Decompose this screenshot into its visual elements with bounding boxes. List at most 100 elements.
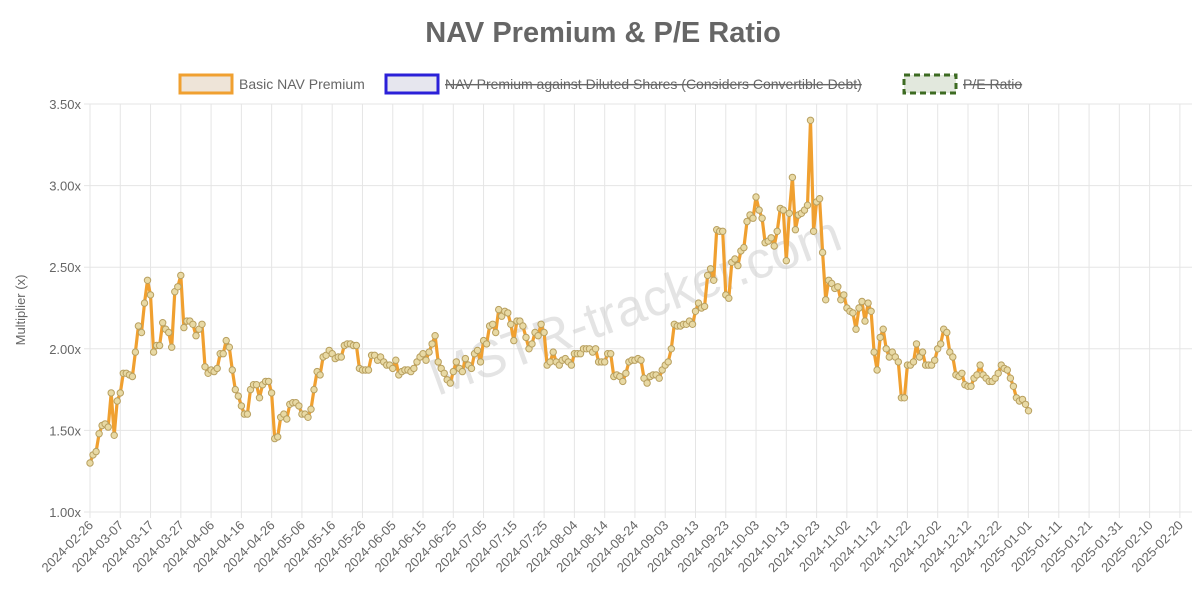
- data-point[interactable]: [352, 341, 361, 350]
- data-point[interactable]: [489, 320, 497, 328]
- data-point[interactable]: [803, 201, 812, 209]
- data-point[interactable]: [734, 261, 742, 270]
- data-point[interactable]: [192, 332, 200, 340]
- data-point[interactable]: [773, 227, 781, 236]
- data-point[interactable]: [749, 214, 757, 222]
- data-point[interactable]: [168, 343, 176, 351]
- data-point[interactable]: [458, 367, 467, 376]
- data-point[interactable]: [706, 265, 715, 273]
- data-point[interactable]: [134, 322, 143, 330]
- data-point[interactable]: [392, 356, 400, 364]
- data-point[interactable]: [159, 319, 167, 327]
- data-point[interactable]: [882, 345, 890, 353]
- data-point[interactable]: [104, 423, 112, 431]
- data-point[interactable]: [310, 385, 318, 394]
- data-point[interactable]: [307, 405, 315, 413]
- data-point[interactable]: [110, 431, 118, 439]
- data-point[interactable]: [643, 379, 651, 387]
- data-point[interactable]: [131, 348, 140, 356]
- data-point[interactable]: [201, 363, 209, 371]
- data-point[interactable]: [703, 271, 712, 280]
- data-point[interactable]: [879, 325, 887, 333]
- data-point[interactable]: [410, 364, 418, 373]
- data-point[interactable]: [177, 271, 185, 280]
- data-point[interactable]: [743, 217, 751, 226]
- data-point[interactable]: [237, 402, 246, 410]
- data-point[interactable]: [174, 283, 182, 291]
- data-point[interactable]: [534, 332, 542, 340]
- data-point[interactable]: [86, 459, 94, 467]
- data-point[interactable]: [691, 307, 700, 315]
- data-point[interactable]: [758, 214, 766, 222]
- legend-item-basic-nav-premium[interactable]: Basic NAV Premium: [178, 73, 365, 95]
- data-point[interactable]: [791, 226, 800, 234]
- data-point[interactable]: [806, 116, 815, 125]
- data-point[interactable]: [740, 243, 748, 252]
- data-point[interactable]: [788, 173, 797, 182]
- data-point[interactable]: [867, 307, 875, 315]
- data-point[interactable]: [165, 328, 173, 337]
- data-point[interactable]: [482, 340, 491, 348]
- data-point[interactable]: [861, 317, 869, 325]
- data-point[interactable]: [519, 322, 527, 330]
- data-point[interactable]: [876, 333, 884, 342]
- data-point[interactable]: [976, 361, 984, 369]
- data-point[interactable]: [973, 371, 981, 379]
- data-point[interactable]: [316, 371, 324, 379]
- data-point[interactable]: [549, 348, 557, 356]
- data-point[interactable]: [225, 343, 234, 351]
- data-point[interactable]: [304, 413, 312, 421]
- data-point[interactable]: [1024, 407, 1033, 415]
- data-point[interactable]: [507, 320, 515, 328]
- data-point[interactable]: [510, 336, 518, 345]
- data-point[interactable]: [655, 374, 663, 382]
- data-point[interactable]: [155, 341, 164, 350]
- data-point[interactable]: [189, 320, 197, 328]
- data-point[interactable]: [116, 389, 125, 397]
- data-point[interactable]: [228, 366, 237, 374]
- data-point[interactable]: [710, 276, 718, 284]
- data-point[interactable]: [364, 366, 373, 374]
- data-point[interactable]: [461, 354, 470, 363]
- data-point[interactable]: [667, 345, 675, 353]
- data-point[interactable]: [1009, 382, 1018, 390]
- data-point[interactable]: [522, 333, 530, 342]
- data-point[interactable]: [752, 193, 760, 201]
- data-point[interactable]: [143, 276, 152, 284]
- data-point[interactable]: [528, 340, 536, 348]
- data-point[interactable]: [264, 377, 273, 386]
- data-point[interactable]: [864, 299, 872, 307]
- data-point[interactable]: [909, 358, 918, 366]
- data-point[interactable]: [870, 348, 878, 356]
- data-point[interactable]: [283, 415, 291, 423]
- data-point[interactable]: [809, 227, 818, 236]
- data-point[interactable]: [419, 350, 427, 358]
- data-point[interactable]: [782, 257, 790, 265]
- data-point[interactable]: [222, 336, 230, 345]
- data-point[interactable]: [140, 299, 149, 307]
- data-point[interactable]: [113, 397, 121, 405]
- data-point[interactable]: [967, 382, 975, 390]
- data-point[interactable]: [664, 358, 672, 366]
- data-point[interactable]: [855, 304, 863, 312]
- data-point[interactable]: [785, 209, 793, 218]
- data-point[interactable]: [937, 340, 945, 348]
- data-point[interactable]: [213, 364, 221, 373]
- data-point[interactable]: [725, 294, 733, 302]
- data-point[interactable]: [755, 206, 763, 214]
- data-point[interactable]: [198, 320, 206, 328]
- data-point[interactable]: [958, 369, 966, 377]
- data-point[interactable]: [607, 350, 615, 358]
- data-point[interactable]: [425, 348, 433, 356]
- data-point[interactable]: [492, 328, 500, 337]
- data-point[interactable]: [219, 350, 227, 358]
- data-point[interactable]: [688, 320, 697, 328]
- data-point[interactable]: [894, 358, 902, 366]
- data-point[interactable]: [452, 358, 460, 366]
- data-point[interactable]: [601, 358, 609, 366]
- data-point[interactable]: [719, 227, 727, 236]
- data-point[interactable]: [337, 353, 345, 361]
- data-point[interactable]: [473, 346, 482, 355]
- data-point[interactable]: [637, 356, 645, 364]
- data-point[interactable]: [149, 348, 158, 356]
